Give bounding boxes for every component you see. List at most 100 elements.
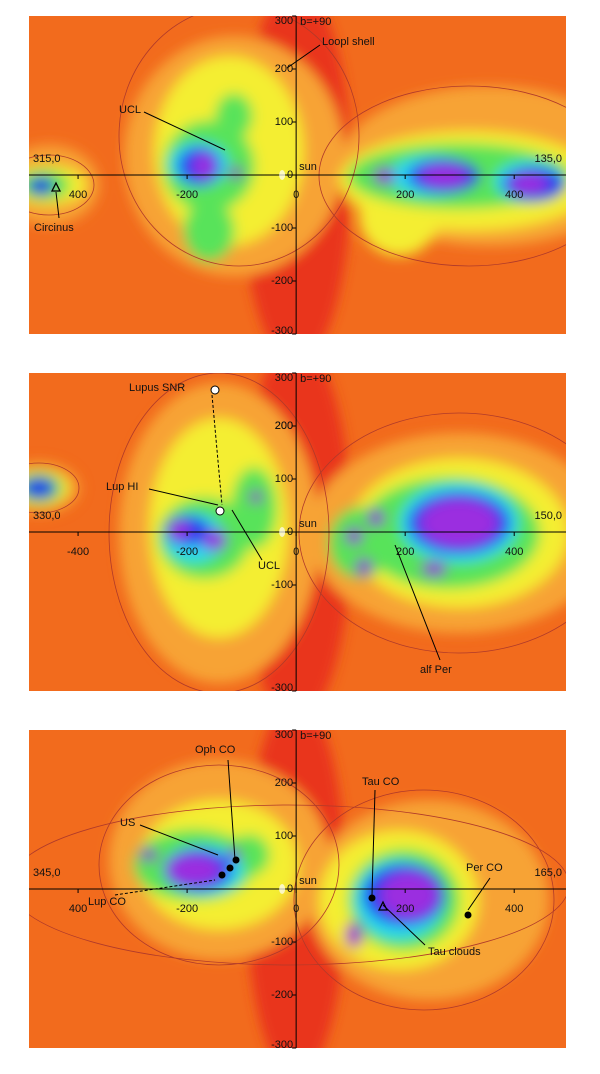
pointer xyxy=(227,759,236,861)
x-tick-label: 400 xyxy=(69,189,87,201)
origin-label: sun xyxy=(299,875,317,887)
cloud xyxy=(167,519,191,541)
contour xyxy=(298,412,566,654)
pointer xyxy=(382,904,426,946)
marker xyxy=(215,506,225,516)
top-label: b=+90 xyxy=(300,730,331,742)
x-tick-label: 200 xyxy=(396,189,414,201)
density xyxy=(29,373,566,691)
sun-marker xyxy=(279,527,286,537)
annotation: Tau CO xyxy=(362,776,400,788)
annotation: US xyxy=(120,817,135,829)
density xyxy=(109,730,549,1048)
cloud xyxy=(232,468,276,548)
contour xyxy=(98,764,340,966)
top-label: b=+90 xyxy=(300,16,331,28)
y-tick-label: 0 xyxy=(287,883,293,895)
contour xyxy=(108,373,330,691)
y-tick-label: -200 xyxy=(271,275,293,287)
pointer xyxy=(114,879,216,896)
y-tick-label: -200 xyxy=(271,989,293,1001)
y-tick-label: 200 xyxy=(275,420,293,432)
annotation: Tau clouds xyxy=(428,946,481,958)
contour xyxy=(118,16,360,267)
left-label: 330,0 xyxy=(33,510,61,522)
left-label: 345,0 xyxy=(33,867,61,879)
y-tick-label: 100 xyxy=(275,830,293,842)
right-label: 150,0 xyxy=(534,510,562,522)
y-tick-label: 100 xyxy=(275,473,293,485)
y-tick-label: -100 xyxy=(271,579,293,591)
pointer xyxy=(139,824,219,856)
y-tick-label: 200 xyxy=(275,777,293,789)
annotation: UCL xyxy=(119,104,141,116)
marker xyxy=(377,900,389,911)
y-tick-label: 100 xyxy=(275,116,293,128)
cloud xyxy=(422,562,446,576)
pointer xyxy=(467,877,491,911)
y-tick-label: 300 xyxy=(275,372,293,384)
contour xyxy=(293,789,555,1011)
x-tick-label: 400 xyxy=(505,189,523,201)
marker xyxy=(50,181,62,192)
y-tick-label: 200 xyxy=(275,420,293,432)
cloud xyxy=(29,178,53,194)
marker xyxy=(368,894,376,902)
cloud xyxy=(356,559,372,575)
pointer xyxy=(55,191,60,219)
origin-label: sun xyxy=(299,518,317,530)
cloud xyxy=(250,491,262,503)
marker xyxy=(210,385,220,395)
y-tick-label: 300 xyxy=(275,729,293,741)
contour xyxy=(318,85,566,267)
y-tick-label: 300 xyxy=(275,15,293,27)
x-tick-label: 200 xyxy=(396,546,414,558)
cloud xyxy=(419,164,469,188)
cloud xyxy=(141,849,157,861)
origin-label: sun xyxy=(299,161,317,173)
contour xyxy=(29,462,80,514)
pointer xyxy=(394,544,441,661)
x-tick-label: 0 xyxy=(293,546,299,558)
x-tick-label: 400 xyxy=(505,546,523,558)
cloud xyxy=(202,530,226,550)
cloud xyxy=(346,528,362,544)
map xyxy=(29,16,566,334)
annotation: UCL xyxy=(258,560,280,572)
annotation: Lup HI xyxy=(106,481,138,493)
x-tick-label: -200 xyxy=(176,546,198,558)
cloud xyxy=(29,478,55,498)
annotation: Oph CO xyxy=(195,744,236,756)
annotation: Lupus SNR xyxy=(129,382,185,394)
cloud xyxy=(230,167,242,179)
annotation: Per CO xyxy=(466,862,503,874)
contour xyxy=(29,154,95,216)
annotation: Lup CO xyxy=(88,896,126,908)
cloud xyxy=(509,173,549,195)
contour xyxy=(29,804,566,966)
x-tick-label: 200 xyxy=(396,903,414,915)
panel: 400 -200 0 200 400 300 200 100 0 -100 -200 -300 315,… xyxy=(29,15,566,337)
pointer xyxy=(143,111,226,151)
y-tick-label: -300 xyxy=(271,682,293,694)
marker xyxy=(226,864,234,872)
y-tick-label: 0 xyxy=(287,526,293,538)
x-tick-label: 0 xyxy=(293,903,299,915)
right-label: 135,0 xyxy=(534,153,562,165)
x-tick-label: -400 xyxy=(67,546,89,558)
y-tick-label: -300 xyxy=(271,1039,293,1051)
top-label: b=+90 xyxy=(300,373,331,385)
marker xyxy=(218,871,226,879)
panel: -400 -200 0 200 4003002001000-100200-300330,… xyxy=(29,372,566,694)
left-label: 315,0 xyxy=(33,153,61,165)
y-tick-label: -100 xyxy=(271,936,293,948)
cloud xyxy=(216,94,252,138)
y-tick-label: -100 xyxy=(271,222,293,234)
cloud xyxy=(166,854,222,886)
marker xyxy=(232,856,240,864)
annotation: alf Per xyxy=(420,664,452,676)
sun-marker xyxy=(279,170,286,180)
annotation: Loopl shell xyxy=(322,36,375,48)
cloud xyxy=(184,201,234,261)
